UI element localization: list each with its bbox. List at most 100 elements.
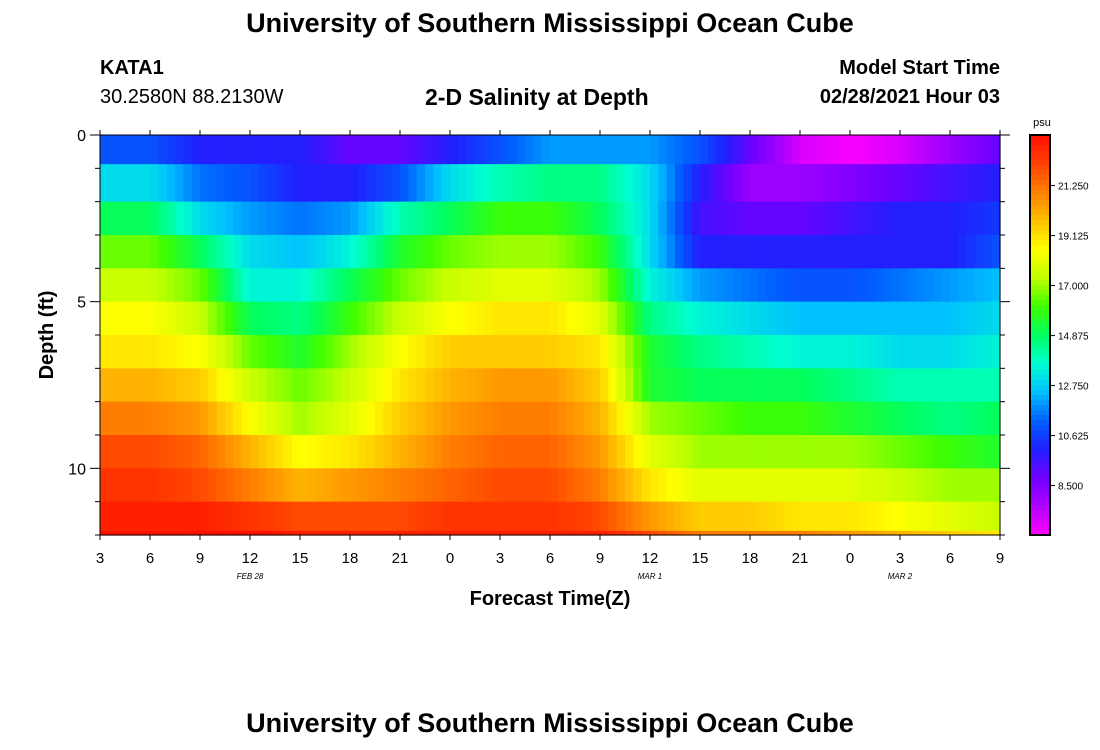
- heatmap-cell: [516, 435, 526, 469]
- heatmap-cell: [275, 301, 284, 336]
- colorbar-segment: [1030, 160, 1050, 166]
- heatmap-cell: [383, 468, 393, 503]
- heatmap-cell: [350, 164, 359, 203]
- heatmap-cell: [733, 135, 743, 165]
- heatmap-cell: [716, 530, 726, 536]
- heatmap-cell: [241, 235, 251, 269]
- heatmap-cell: [925, 368, 934, 403]
- heatmap-cell: [683, 201, 693, 236]
- heatmap-cell: [100, 135, 109, 165]
- heatmap-cell: [650, 435, 659, 469]
- heatmap-cell: [208, 135, 218, 165]
- x-tick-label: 6: [146, 550, 154, 567]
- heatmap-cell: [350, 301, 359, 336]
- heatmap-cell: [925, 268, 934, 303]
- heatmap-cell: [858, 135, 868, 165]
- heatmap-cell: [641, 301, 651, 336]
- heatmap-cell: [825, 401, 834, 436]
- heatmap-cell: [175, 368, 184, 403]
- heatmap-cell: [641, 164, 651, 203]
- heatmap-cell: [275, 501, 284, 532]
- heatmap-cell: [941, 135, 951, 165]
- heatmap-cell: [625, 368, 634, 403]
- heatmap-cell: [466, 235, 476, 269]
- heatmap-cell: [775, 235, 784, 269]
- heatmap-cell: [550, 501, 559, 532]
- heatmap-cell: [775, 201, 784, 236]
- heatmap-cell: [383, 135, 393, 165]
- heatmap-cell: [333, 268, 343, 303]
- heatmap-cell: [650, 501, 659, 532]
- heatmap-cell: [641, 201, 651, 236]
- heatmap-cell: [375, 201, 384, 236]
- heatmap-cell: [458, 235, 468, 269]
- heatmap-cell: [166, 235, 176, 269]
- heatmap-cell: [908, 335, 918, 369]
- heatmap-cell: [608, 335, 618, 369]
- heatmap-cell: [125, 201, 134, 236]
- heatmap-cell: [308, 530, 318, 536]
- x-tick-label: 12: [242, 550, 259, 567]
- heatmap-cell: [591, 301, 601, 336]
- heatmap-cell: [683, 335, 693, 369]
- heatmap-cell: [666, 201, 676, 236]
- heatmap-cell: [791, 501, 801, 532]
- heatmap-cell: [683, 530, 693, 536]
- heatmap-cell: [658, 401, 668, 436]
- heatmap-cell: [966, 335, 976, 369]
- heatmap-cell: [533, 235, 543, 269]
- heatmap-cell: [558, 401, 568, 436]
- heatmap-cell: [500, 235, 509, 269]
- heatmap-cell: [725, 468, 734, 503]
- heatmap-cell: [183, 301, 193, 336]
- heatmap-cell: [816, 201, 826, 236]
- heatmap-cell: [616, 435, 626, 469]
- heatmap-cell: [633, 235, 643, 269]
- heatmap-cell: [425, 301, 434, 336]
- heatmap-cell: [533, 435, 543, 469]
- model-start-time: 02/28/2021 Hour 03: [819, 86, 1000, 108]
- heatmap-cell: [816, 335, 826, 369]
- heatmap-cell: [958, 501, 968, 532]
- heatmap-cell: [816, 235, 826, 269]
- heatmap-cell: [691, 530, 701, 536]
- heatmap-cell: [141, 235, 151, 269]
- heatmap-cell: [125, 268, 134, 303]
- heatmap-cell: [366, 201, 376, 236]
- heatmap-cell: [558, 201, 568, 236]
- heatmap-cell: [425, 401, 434, 436]
- heatmap-cell: [208, 368, 218, 403]
- heatmap-cell: [241, 368, 251, 403]
- heatmap-cell: [925, 401, 934, 436]
- heatmap-cell: [316, 135, 326, 165]
- heatmap-cell: [133, 435, 143, 469]
- heatmap-cell: [908, 501, 918, 532]
- heatmap-cell: [616, 501, 626, 532]
- heatmap-cell: [925, 335, 934, 369]
- heatmap-cell: [725, 435, 734, 469]
- heatmap-cell: [450, 135, 459, 165]
- heatmap-cell: [950, 135, 959, 165]
- heatmap-cell: [341, 401, 351, 436]
- colorbar-segment: [1030, 190, 1050, 196]
- heatmap-cell: [308, 401, 318, 436]
- heatmap-cell: [216, 501, 226, 532]
- heatmap-cell: [600, 401, 609, 436]
- heatmap-cell: [175, 301, 184, 336]
- heatmap-cell: [650, 268, 659, 303]
- heatmap-cell: [866, 468, 876, 503]
- heatmap-cell: [891, 201, 901, 236]
- heatmap-cell: [583, 530, 593, 536]
- heatmap-cell: [933, 301, 943, 336]
- heatmap-cell: [316, 530, 326, 536]
- heatmap-cell: [966, 301, 976, 336]
- colorbar-segment: [1030, 320, 1050, 326]
- heatmap-cell: [508, 401, 518, 436]
- heatmap-cell: [250, 135, 259, 165]
- heatmap-cell: [566, 301, 576, 336]
- heatmap-cell: [500, 368, 509, 403]
- heatmap-cell: [150, 201, 159, 236]
- heatmap-cell: [958, 401, 968, 436]
- heatmap-cell: [308, 301, 318, 336]
- heatmap-cell: [691, 268, 701, 303]
